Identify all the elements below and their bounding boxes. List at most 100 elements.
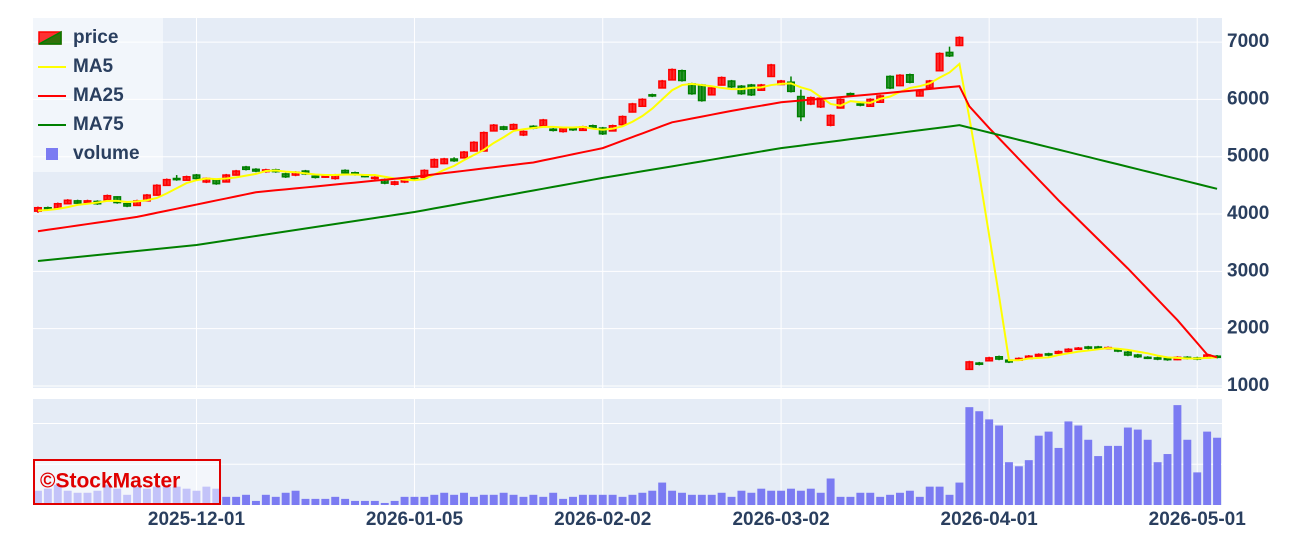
volume-bar (1153, 462, 1162, 505)
x-tick-label: 2025-12-01 (148, 509, 246, 530)
candle-body (469, 141, 478, 152)
y-tick-label: 1000 (1227, 375, 1269, 396)
volume-bar (509, 494, 518, 505)
volume-bar (747, 492, 756, 505)
volume-bar (965, 407, 974, 505)
candle-body (955, 36, 964, 47)
volume-bar (242, 494, 250, 505)
candle-body (539, 119, 548, 127)
candle-body (717, 76, 726, 86)
volume-bar (925, 486, 934, 505)
volume-bar (707, 494, 716, 505)
volume-bar (430, 494, 439, 505)
candle-body (697, 84, 706, 102)
volume-bar (1143, 439, 1152, 505)
candle-body (668, 68, 677, 81)
candle-body (935, 52, 944, 72)
candle-body (1123, 351, 1132, 356)
candle-body (420, 169, 429, 179)
volume-bar (1084, 439, 1093, 505)
candle-body (73, 200, 82, 204)
volume-bar (846, 496, 855, 505)
volume-bar (896, 492, 904, 505)
volume-bar (499, 492, 508, 505)
x-tick-label: 2026-01-05 (366, 509, 464, 530)
candle-body (123, 202, 132, 207)
volume-bar (479, 494, 488, 505)
volume-bar (390, 500, 399, 505)
volume-bar (955, 482, 964, 505)
volume-bar (380, 502, 389, 505)
candle-body (1084, 346, 1093, 349)
watermark: ©StockMaster (40, 470, 180, 493)
candle-body (747, 84, 756, 96)
volume-bar (460, 492, 468, 505)
volume-bar (648, 490, 657, 505)
volume-bar (1213, 437, 1222, 505)
volume-bar (767, 490, 776, 505)
volume-bar (232, 496, 241, 505)
volume-bar (271, 496, 280, 505)
candle-body (915, 90, 924, 97)
volume-bar (1104, 445, 1113, 505)
candle-body (1044, 353, 1053, 356)
candle-body (568, 127, 578, 131)
volume-bar (549, 492, 558, 505)
candle-body (796, 95, 805, 118)
volume-bar (1034, 435, 1043, 505)
candle-body (786, 81, 796, 93)
volume-bar (678, 492, 686, 505)
volume-bar (281, 492, 290, 505)
volume-bar (1024, 460, 1033, 505)
volume-bar (519, 496, 528, 505)
candle-body (1153, 357, 1162, 360)
candle-body (856, 103, 865, 106)
volume-bar (727, 496, 736, 505)
volume-bar (588, 494, 597, 505)
candle-body (499, 126, 508, 130)
volume-bar (806, 488, 815, 505)
volume-bar (529, 494, 538, 505)
volume-bar (341, 498, 350, 505)
candle-body (1074, 347, 1083, 351)
volume-bar (826, 478, 835, 505)
candle-body (618, 115, 627, 126)
candle-body (687, 83, 696, 95)
volume-bar (717, 492, 726, 505)
volume-bar (1123, 427, 1132, 505)
volume-bar (331, 496, 340, 505)
volume-bar (1133, 429, 1142, 505)
candle-body (658, 80, 667, 89)
volume-bar (777, 490, 786, 505)
candle-body (212, 178, 221, 185)
legend-label: MA75 (73, 114, 124, 135)
candle-body (370, 176, 379, 180)
candle-body (985, 357, 994, 362)
candle-body (1133, 354, 1142, 358)
volume-bar (598, 494, 607, 505)
candle-body (321, 175, 330, 178)
candle-body (311, 175, 320, 179)
volume-bar (420, 496, 429, 505)
volume-plot-area (33, 399, 1222, 505)
candle-body (1034, 353, 1043, 357)
volume-bar (816, 492, 825, 505)
volume-bar (1005, 462, 1013, 505)
volume-bar (945, 494, 954, 505)
candle-body (281, 173, 290, 178)
volume-bar (578, 494, 587, 505)
price-plot-area (33, 18, 1222, 388)
candle-body (489, 124, 498, 132)
candle-body (182, 176, 191, 181)
volume-bar (668, 490, 677, 505)
volume-bar (905, 490, 914, 505)
candle-body (450, 158, 459, 162)
candle-body (1163, 357, 1172, 361)
volume-bar (876, 496, 885, 505)
ma-line (37, 61, 1218, 362)
volume-bar (856, 492, 865, 505)
candle-body (598, 127, 607, 135)
volume-bar (1074, 425, 1083, 505)
volume-bar (489, 494, 498, 505)
